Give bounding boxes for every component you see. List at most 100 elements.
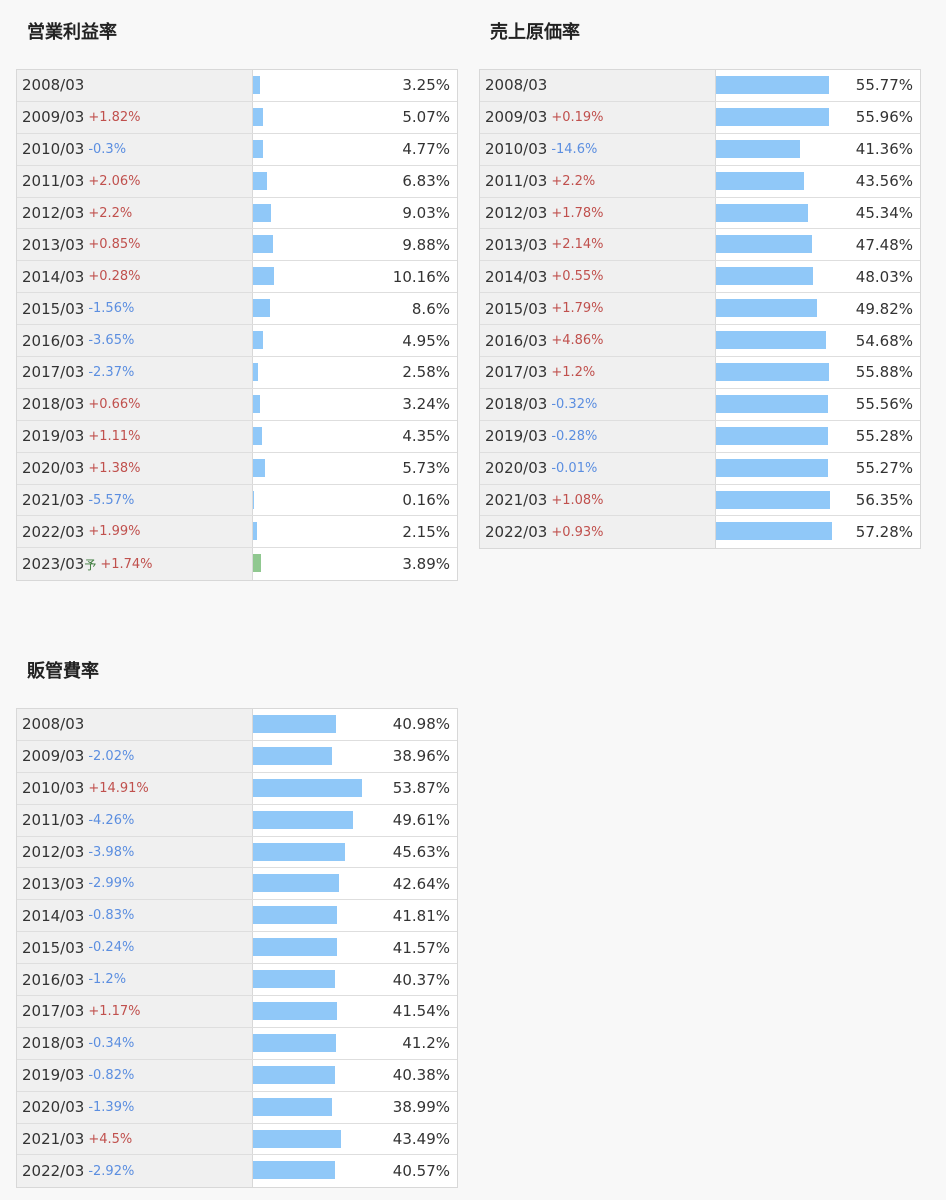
- bar-cell: [253, 421, 373, 452]
- change: +2.2%: [88, 205, 133, 221]
- change: -2.37%: [88, 364, 135, 380]
- bar: [716, 171, 804, 190]
- bar: [253, 522, 258, 541]
- change: -0.32%: [551, 396, 598, 412]
- bar-cell: [253, 325, 373, 356]
- bar: [253, 970, 335, 989]
- data-table: 2008/03 40.98% 2009/03 -2.02% 38.96% 2010/03 +…: [16, 708, 458, 1189]
- label-cell: 2016/03 -1.2%: [17, 964, 253, 996]
- label-cell: 2011/03 +2.06%: [17, 165, 253, 197]
- table-row: 2016/03 -1.2% 40.37%: [17, 964, 457, 997]
- label-cell: 2014/03 +0.55%: [480, 261, 716, 293]
- change: -2.92%: [88, 1163, 135, 1179]
- bar-cell: [253, 485, 373, 516]
- label-cell: 2014/03 -0.83%: [17, 900, 253, 932]
- value: 5.07%: [402, 108, 450, 127]
- change: +1.99%: [88, 524, 141, 540]
- label-cell: 2008/03: [17, 709, 253, 740]
- bar: [253, 842, 346, 861]
- change: -4.26%: [88, 812, 135, 828]
- period: 2014/03: [22, 906, 85, 925]
- bar-cell: [253, 837, 373, 868]
- label-cell: 2010/03 -0.3%: [17, 133, 253, 165]
- bar-cell: [253, 773, 373, 804]
- table-row: 2008/03 55.77%: [480, 70, 920, 102]
- value: 10.16%: [392, 267, 450, 286]
- label-cell: 2012/03 +2.2%: [17, 197, 253, 229]
- table-row: 2019/03 -0.28% 55.28%: [480, 420, 920, 453]
- value: 8.6%: [411, 299, 450, 318]
- table-row: 2009/03 -2.02% 38.96%: [17, 740, 457, 773]
- change: -0.01%: [551, 460, 598, 476]
- bar-cell: [253, 709, 373, 740]
- value: 40.38%: [392, 1066, 450, 1085]
- label-cell: 2017/03 +1.2%: [480, 357, 716, 388]
- period: 2008/03: [22, 76, 85, 95]
- label-cell: 2014/03 +0.28%: [17, 261, 253, 293]
- table-row: 2010/03 -14.6% 41.36%: [480, 133, 920, 166]
- bar-cell: [253, 1092, 373, 1123]
- bar-cell: [253, 357, 373, 388]
- period: 2017/03: [485, 363, 548, 382]
- period: 2020/03: [22, 1098, 85, 1117]
- period: 2020/03: [22, 459, 85, 478]
- value: 54.68%: [855, 331, 913, 350]
- change: +4.86%: [551, 333, 604, 349]
- bar-cell: [716, 485, 836, 516]
- label-cell: 2022/03 -2.92%: [17, 1155, 253, 1188]
- value: 41.54%: [392, 1002, 450, 1021]
- label-cell: 2012/03 -3.98%: [17, 836, 253, 868]
- value: 55.27%: [855, 459, 913, 478]
- change: +4.5%: [88, 1131, 133, 1147]
- bar: [253, 1161, 335, 1180]
- period: 2011/03: [22, 172, 85, 191]
- period: 2021/03: [485, 491, 548, 510]
- bar-cell: [253, 1060, 373, 1091]
- table-row: 2010/03 +14.91% 53.87%: [17, 772, 457, 805]
- bar: [253, 139, 263, 158]
- period: 2013/03: [22, 235, 85, 254]
- bar-cell: [716, 453, 836, 484]
- bar-cell: [716, 70, 836, 101]
- change: -3.65%: [88, 333, 135, 349]
- table-row: 2015/03 -0.24% 41.57%: [17, 932, 457, 965]
- bar-cell: [253, 453, 373, 484]
- period: 2012/03: [22, 843, 85, 861]
- change: +1.74%: [100, 556, 153, 572]
- period: 2015/03: [485, 299, 548, 318]
- period: 2020/03: [485, 459, 548, 478]
- change: +1.82%: [88, 109, 141, 125]
- period: 2010/03: [22, 140, 85, 159]
- bar: [253, 76, 260, 94]
- table-row: 2023/03 予 +1.74% 3.89%: [17, 548, 457, 581]
- bar-cell: [253, 261, 373, 292]
- bar: [716, 107, 830, 126]
- period: 2018/03: [485, 395, 548, 414]
- value: 40.57%: [392, 1162, 450, 1181]
- label-cell: 2011/03 -4.26%: [17, 804, 253, 836]
- period: 2009/03: [22, 747, 85, 766]
- period: 2019/03: [22, 1066, 85, 1085]
- bar: [253, 938, 337, 957]
- period: 2012/03: [485, 204, 548, 222]
- label-cell: 2021/03 +4.5%: [17, 1123, 253, 1155]
- change: -1.2%: [88, 972, 127, 988]
- change: -3.98%: [88, 844, 135, 860]
- bar-cell: [253, 70, 373, 101]
- bar: [253, 874, 340, 893]
- change: +14.91%: [88, 780, 149, 796]
- bar-cell: [253, 1028, 373, 1059]
- table-row: 2018/03 +0.66% 3.24%: [17, 388, 457, 421]
- label-cell: 2019/03 -0.28%: [480, 420, 716, 452]
- value: 56.35%: [855, 491, 913, 510]
- bar: [253, 1065, 335, 1084]
- table-row: 2009/03 +0.19% 55.96%: [480, 101, 920, 134]
- period: 2014/03: [485, 267, 548, 286]
- period: 2017/03: [22, 363, 85, 382]
- table-row: 2019/03 -0.82% 40.38%: [17, 1059, 457, 1092]
- period: 2010/03: [22, 779, 85, 798]
- label-cell: 2016/03 +4.86%: [480, 325, 716, 357]
- bar: [253, 1002, 337, 1021]
- bar: [716, 458, 828, 477]
- bar-cell: [716, 229, 836, 260]
